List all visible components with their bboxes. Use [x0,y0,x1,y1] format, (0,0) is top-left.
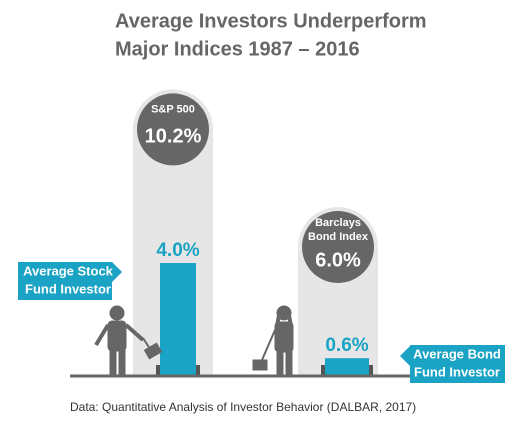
investor-bar [325,358,369,375]
investor-value-label: 4.0% [156,240,199,261]
index-value-label: 10.2% [145,126,202,148]
investor-icon [252,305,294,375]
source-note: Data: Quantitative Analysis of Investor … [70,400,416,414]
index-name: Barclays [315,217,361,229]
callout-label: Average Bond [413,346,501,361]
investor-value-label: 0.6% [325,335,368,356]
index-value-label: 6.0% [315,249,361,271]
index-circle [302,211,374,283]
callout-box [400,345,505,383]
plot: S&P 500 10.2% Barclays Bond Index 6.0% 4.0% 0.… [133,89,378,375]
callout-label: Average Stock [23,263,114,278]
index-circle [137,93,209,166]
investor-bar [160,263,196,375]
callout-label: Fund Investor [25,281,111,296]
index-name: S&P 500 [151,103,195,115]
chart-title: Average Investors Underperform [115,10,427,32]
investor-icon [94,305,163,375]
callout-label: Fund Investor [414,364,500,379]
chart-title: Major Indices 1987 – 2016 [115,38,360,60]
callout-box [18,262,122,300]
index-name: Bond Index [308,231,369,243]
